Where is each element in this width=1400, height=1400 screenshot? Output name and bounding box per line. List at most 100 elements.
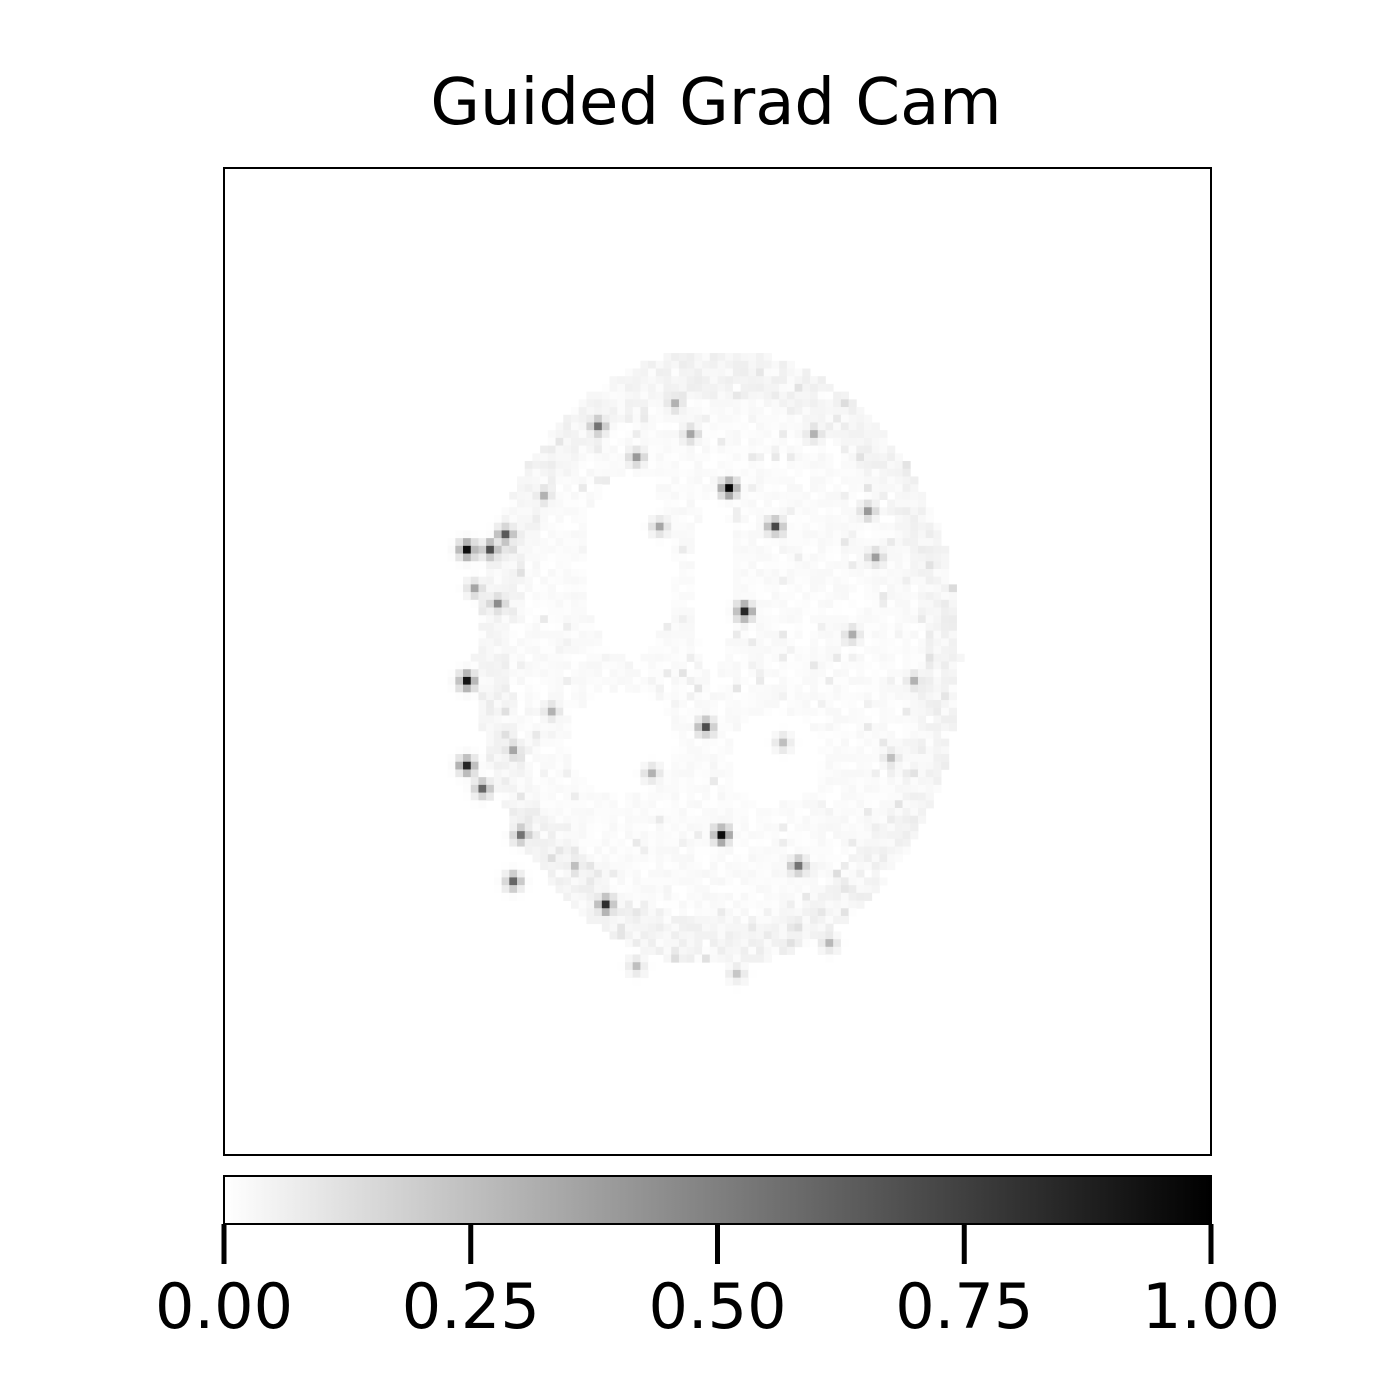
heatmap-cell: [655, 931, 664, 940]
heatmap-cell: [748, 615, 757, 624]
heatmap-cell: [810, 522, 819, 531]
heatmap-cell: [663, 854, 672, 863]
heatmap-cell: [848, 514, 857, 524]
heatmap-cell: [817, 646, 826, 655]
heatmap-cell: [771, 453, 780, 462]
heatmap-cell: [702, 491, 711, 500]
heatmap-cell: [678, 430, 688, 439]
heatmap-cell: [879, 430, 888, 439]
heatmap-cell: [817, 730, 826, 740]
heatmap-cell: [648, 522, 657, 531]
heatmap-cell: [678, 684, 688, 693]
heatmap-cell: [532, 700, 541, 709]
heatmap-cell: [671, 831, 680, 840]
heatmap-cell: [779, 946, 788, 955]
heatmap-cell: [810, 553, 819, 562]
heatmap-cell: [941, 738, 950, 747]
heatmap-cell: [594, 653, 603, 662]
heatmap-cell: [686, 407, 695, 416]
heatmap-cell: [887, 545, 896, 554]
heatmap-cell: [655, 468, 664, 477]
heatmap-cell: [825, 784, 834, 793]
heatmap-cell: [517, 530, 526, 539]
heatmap-cell: [732, 723, 742, 732]
heatmap-cell: [532, 646, 541, 655]
heatmap-cell: [756, 592, 765, 601]
heatmap-cell: [740, 599, 749, 608]
heatmap-cell: [655, 692, 664, 701]
heatmap-cell: [833, 931, 842, 940]
heatmap-cell: [779, 669, 788, 678]
heatmap-cell: [840, 530, 849, 539]
heatmap-cell: [902, 746, 911, 755]
heatmap-cell: [671, 368, 680, 377]
heatmap-cell: [686, 376, 695, 385]
heatmap-cell: [894, 692, 903, 701]
heatmap-cell: [748, 461, 757, 470]
heatmap-cell: [586, 684, 595, 693]
heatmap-cell: [455, 769, 464, 778]
heatmap-cell: [848, 769, 857, 778]
heatmap-cell: [925, 700, 934, 709]
heatmap-cell: [779, 561, 788, 570]
heatmap-cell: [532, 746, 541, 755]
heatmap-cell: [925, 800, 934, 809]
heatmap-cell: [779, 908, 788, 917]
heatmap-cell: [663, 368, 672, 377]
heatmap-cell: [763, 599, 772, 608]
heatmap-cell: [463, 777, 472, 786]
heatmap-cell: [617, 846, 626, 855]
heatmap-cell: [663, 815, 672, 824]
heatmap-cell: [833, 738, 842, 747]
heatmap-cell: [624, 939, 634, 948]
heatmap-cell: [594, 815, 603, 824]
heatmap-cell: [547, 568, 556, 578]
heatmap-cell: [640, 846, 649, 855]
heatmap-cell: [686, 630, 695, 639]
heatmap-cell: [802, 399, 811, 408]
heatmap-cell: [524, 638, 533, 647]
heatmap-cell: [794, 707, 803, 716]
heatmap-cell: [732, 908, 742, 917]
heatmap-cell: [894, 684, 903, 693]
heatmap-cell: [578, 607, 587, 616]
heatmap-cell: [678, 607, 688, 616]
heatmap-cell: [771, 746, 780, 755]
heatmap-cell: [563, 861, 572, 871]
heatmap-cell: [694, 846, 703, 855]
heatmap-cell: [570, 576, 580, 585]
heatmap-cell: [732, 854, 742, 863]
heatmap-cell: [702, 954, 711, 963]
heatmap-cell: [447, 754, 456, 763]
heatmap-cell: [833, 723, 842, 732]
heatmap-cell: [771, 692, 780, 701]
heatmap-cell: [671, 638, 680, 647]
heatmap-cell: [817, 684, 826, 693]
heatmap-cell: [871, 437, 880, 446]
heatmap-cell: [756, 808, 765, 817]
heatmap-cell: [763, 915, 772, 925]
heatmap-cell: [740, 869, 749, 878]
heatmap-cell: [717, 954, 726, 963]
heatmap-cell: [825, 507, 834, 516]
heatmap-cell: [802, 553, 811, 562]
heatmap-cell: [501, 769, 510, 778]
heatmap-cell: [894, 615, 903, 624]
heatmap-cell: [648, 383, 657, 393]
heatmap-cell: [532, 599, 541, 608]
heatmap-cell: [925, 692, 934, 701]
heatmap-cell: [578, 445, 587, 454]
heatmap-cell: [748, 476, 757, 485]
heatmap-cell: [671, 484, 680, 493]
heatmap-cell: [779, 376, 788, 385]
heatmap-cell: [864, 715, 873, 724]
heatmap-cell: [917, 507, 927, 516]
heatmap-cell: [617, 861, 626, 871]
heatmap-cell: [887, 823, 896, 832]
heatmap-cell: [578, 877, 587, 886]
heatmap-cell: [478, 530, 487, 539]
heatmap-cell: [917, 754, 927, 763]
heatmap-cell: [810, 877, 819, 886]
heatmap-cell: [902, 669, 911, 678]
heatmap-cell: [910, 692, 919, 701]
